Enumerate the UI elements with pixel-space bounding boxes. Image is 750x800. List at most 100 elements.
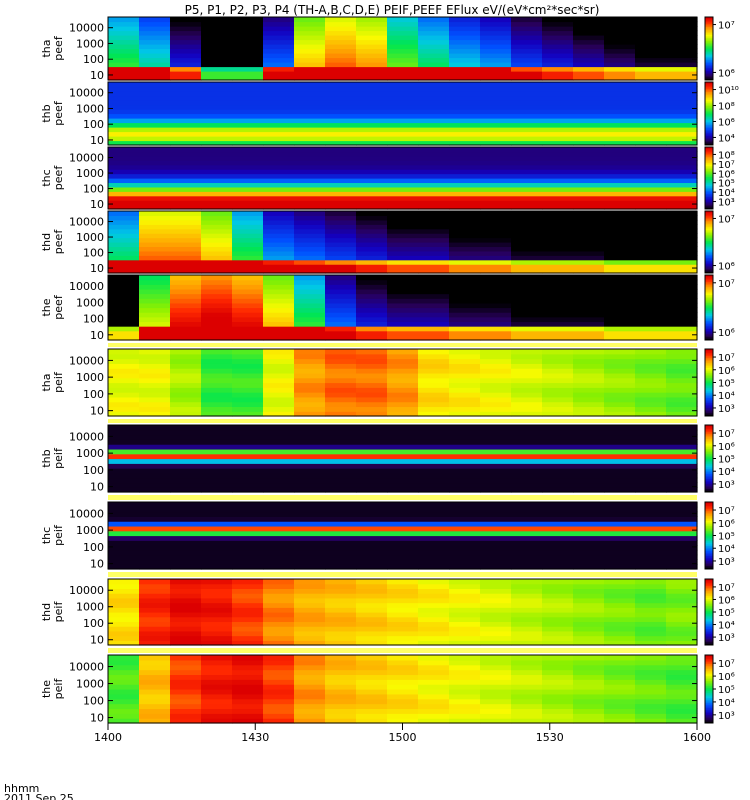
spectrogram-cell [325,708,357,714]
spectrogram-cell [232,204,264,210]
spectrogram-cell [139,66,171,72]
spectrogram-cell [139,401,171,408]
spectrogram-cell [480,549,512,556]
spectrogram-cell [294,246,326,252]
colorbar-tick-label: 10³ [718,557,735,568]
spectrogram-cell [387,191,419,197]
spectrogram-cell [325,200,357,206]
spectrogram-cell [139,195,171,201]
spectrogram-cell [232,233,264,239]
spectrogram-cell [294,307,326,313]
spectrogram-cell [666,463,698,469]
colorbar-step [705,62,713,65]
spectrogram-cell [201,463,233,469]
spectrogram-cell [201,382,233,388]
spectrogram-cell [418,396,450,403]
spectrogram-cell [170,545,202,551]
spectrogram-cell [356,458,388,464]
spectrogram-cell [666,363,698,369]
spectrogram-cell [635,86,667,92]
spectrogram-cell [511,482,543,488]
spectrogram-cell [108,559,140,565]
spectrogram-cell [635,401,667,408]
spectrogram-cell [604,607,636,613]
spectrogram-cell [573,275,605,281]
colorbar-step [705,365,713,368]
spectrogram-cell [666,506,698,513]
spectrogram-cell [139,597,171,604]
spectrogram-cell [480,17,512,23]
spectrogram-cell [170,75,202,81]
spectrogram-cell [666,113,698,119]
spectrogram-cell [418,147,450,153]
spectrogram-cell [108,669,140,676]
spectrogram-cell [294,674,326,680]
spectrogram-cells [108,655,698,724]
spectrogram-cell [666,392,698,398]
spectrogram-cell [542,95,574,101]
spectrogram-cell [418,579,450,585]
spectrogram-cell [449,444,481,450]
spectrogram-cell [356,82,388,88]
spectrogram-cell [170,330,202,336]
spectrogram-cell [480,674,512,680]
spectrogram-cell [635,588,667,594]
spectrogram-cell [263,200,295,206]
spectrogram-cell [604,713,636,719]
spectrogram-cell [573,549,605,556]
spectrogram-cell [325,95,357,101]
spectrogram-cell [387,228,419,234]
spectrogram-cell [635,21,667,27]
spectrogram-cell [449,453,481,460]
spectrogram-cell [170,228,202,234]
spectrogram-cell [449,100,481,106]
spectrogram-cell [294,659,326,666]
spectrogram-cell [480,307,512,313]
spectrogram-cell [263,458,295,464]
spectrogram-cell [356,693,388,700]
spectrogram-cell [666,118,698,124]
spectrogram-cell [263,669,295,676]
colorbar-step [705,266,713,269]
spectrogram-cell [418,288,450,295]
spectrogram-cell [449,57,481,63]
panel-frame [107,16,698,81]
spectrogram-cell [542,635,574,641]
spectrogram-cell [604,453,636,460]
spectrogram-cell [480,482,512,488]
colorbar-step [705,248,713,251]
spectrogram-cell [635,219,667,225]
spectrogram-cell [542,122,574,128]
colorbar-step [705,355,713,358]
spectrogram-cell [449,698,481,705]
spectrogram-cell [387,321,419,327]
spectrogram-cell [480,293,512,299]
colorbar-step [705,706,713,709]
colorbar-step [705,352,713,355]
spectrogram-cell [294,264,326,270]
spectrogram-cell [418,160,450,166]
spectrogram-cell [542,127,574,133]
spectrogram-cell [356,136,388,142]
spectrogram-cell [139,228,171,234]
spectrogram-cell [573,525,605,532]
spectrogram-cell [542,626,574,632]
spectrogram-cell [542,140,574,146]
spectrogram-cell [542,458,574,464]
spectrogram-cell [480,86,512,92]
spectrogram-cell [170,136,202,142]
colorbar-step [705,359,713,362]
colorbar-step [705,485,713,488]
spectrogram-cell [294,372,326,379]
spectrogram-cell [480,698,512,705]
spectrogram-cell [635,659,667,666]
spectrogram-cell [170,316,202,323]
spectrogram-cell [108,147,140,153]
spectrogram-cell [108,275,140,281]
spectrogram-cell [573,358,605,364]
spectrogram-cell [232,382,264,388]
spectrogram-cell [232,113,264,119]
spectrogram-cell [449,583,481,590]
spectrogram-cell [511,151,543,157]
spectrogram-cell [511,444,543,450]
